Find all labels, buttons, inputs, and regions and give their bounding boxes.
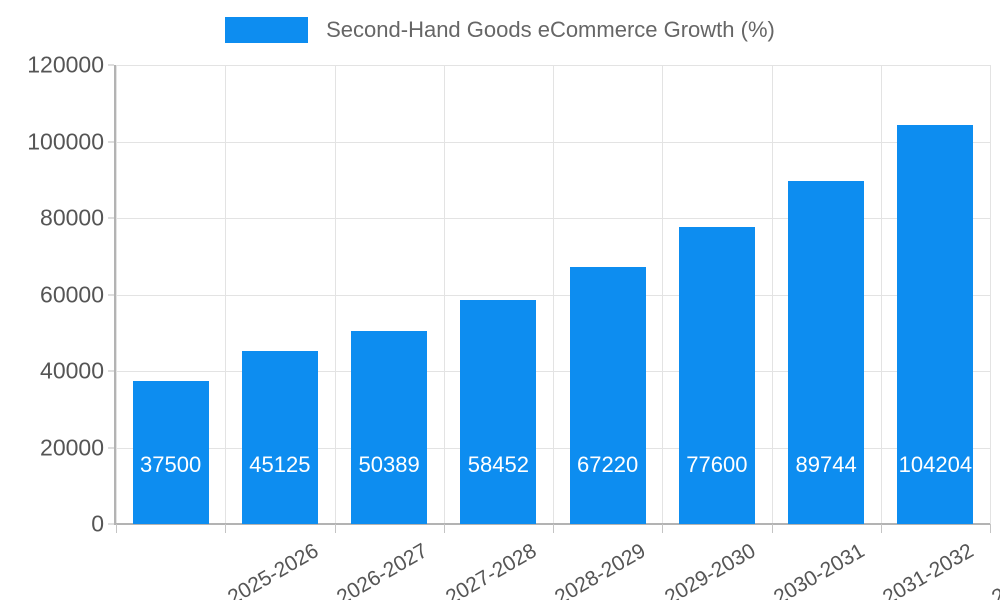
x-axis-tick-label: 2032-2033 [988,539,1000,600]
bar-value-label: 89744 [795,452,857,477]
bar[interactable]: 89744 [788,180,865,524]
bar-value-label: 58452 [467,452,529,477]
x-axis-tick-mark [553,524,554,533]
y-axis-tick-mark [108,370,114,372]
y-axis-tick-mark [108,523,114,525]
bar-value-label: 50389 [358,452,420,477]
y-axis-tick-label: 60000 [40,281,104,307]
x-axis-tick-mark [881,524,882,533]
y-axis-tick-label: 40000 [40,357,104,384]
x-axis-tick-label: 2028-2029 [551,539,650,600]
y-axis-tick-label: 120000 [27,51,104,78]
y-axis-tick-mark [108,64,114,66]
x-axis-tick-mark [772,524,773,533]
x-axis-tick-label: 2025-2026 [223,539,323,600]
y-axis-tick-mark [108,294,114,295]
plot-area: 37500 45125 50389 58452 67220 77600 89744 10420… [114,65,991,525]
x-axis-tick-mark [662,524,663,533]
legend-color-swatch-icon [225,17,309,43]
y-axis-tick-mark [108,447,114,448]
chart-legend: Second-Hand Goods eCommerce Growth (%) [0,12,1000,48]
bar-value-label: 67220 [577,452,639,477]
bar[interactable]: 58452 [460,300,537,524]
bar-value-label: 45125 [249,452,311,477]
bar-series: 37500 45125 50389 58452 67220 77600 89744 10420… [116,65,990,524]
x-axis-tick-label: 2031-2032 [879,539,978,600]
x-axis-tick-label: 2026-2027 [332,539,432,600]
x-axis-line [114,523,990,525]
x-axis-tick-mark [990,524,991,533]
y-axis-tick-label: 100000 [27,128,104,154]
x-axis: 2025-2026 2026-2027 2027-2028 2028-2029 2029… [116,524,1000,600]
y-axis-tick-mark [108,141,114,142]
legend-item-0[interactable]: Second-Hand Goods eCommerce Growth (%) [225,17,775,43]
x-axis-tick-label: 2027-2028 [442,539,541,600]
y-axis-tick-label: 80000 [40,204,104,231]
x-axis-tick-mark [444,524,445,533]
x-axis-tick-label: 2030-2031 [769,539,869,600]
x-axis-tick-mark [116,524,117,533]
x-axis-tick-mark [225,524,226,533]
y-axis-tick-label: 20000 [40,434,104,460]
bar[interactable]: 104204 [897,125,974,524]
x-axis-tick-mark [335,524,336,533]
bar[interactable]: 67220 [569,266,646,524]
bar-value-label: 104204 [898,452,973,477]
legend-item-label: Second-Hand Goods eCommerce Growth (%) [326,17,775,42]
y-axis-tick-label: 0 [91,510,104,537]
bar-value-label: 77600 [686,452,748,477]
y-axis-line [114,65,116,524]
bar[interactable]: 45125 [241,351,318,524]
x-axis-tick-label: 2029-2030 [660,539,760,600]
bar-value-label: 37500 [140,452,202,477]
bar[interactable]: 77600 [678,227,755,524]
bar[interactable]: 50389 [351,331,428,524]
y-axis: 0 20000 40000 60000 80000 100000 120000 [0,53,1000,535]
bar[interactable]: 37500 [132,380,209,524]
y-axis-tick-mark [108,217,114,219]
